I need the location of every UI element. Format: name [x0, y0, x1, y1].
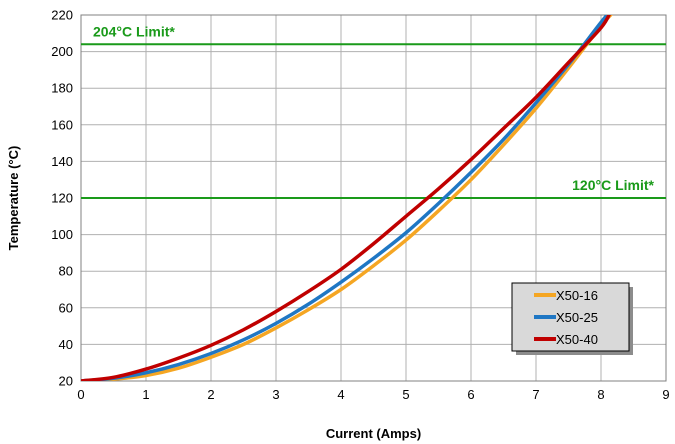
x-tick-label: 5 — [402, 387, 409, 402]
y-tick-label: 100 — [51, 227, 73, 242]
y-tick-label: 120 — [51, 191, 73, 206]
x-tick-label: 0 — [77, 387, 84, 402]
data-series — [81, 15, 613, 381]
x-tick-label: 3 — [272, 387, 279, 402]
y-axis-title: Temperature (°C) — [6, 146, 21, 251]
y-tick-label: 200 — [51, 44, 73, 59]
legend-entry-label: X50-40 — [556, 332, 598, 347]
legend-entry-label: X50-25 — [556, 310, 598, 325]
reference-lines: 204°C Limit* 120°C Limit* — [81, 23, 666, 199]
x-tick-label: 8 — [597, 387, 604, 402]
x-tick-label: 7 — [532, 387, 539, 402]
x-tick-label: 1 — [142, 387, 149, 402]
series-line-x50-25 — [81, 15, 610, 381]
y-tick-label: 180 — [51, 81, 73, 96]
series-line-x50-16 — [81, 15, 613, 381]
y-tick-label: 160 — [51, 117, 73, 132]
legend: X50-16 X50-25 X50-40 — [511, 282, 633, 355]
y-tick-label: 20 — [59, 374, 73, 389]
legend-entry-label: X50-16 — [556, 288, 598, 303]
y-tick-labels: 20 40 60 80 100 120 140 160 180 200 220 — [51, 8, 73, 389]
y-tick-label: 140 — [51, 154, 73, 169]
y-tick-label: 80 — [59, 264, 73, 279]
x-tick-labels: 0 1 2 3 4 5 6 7 8 9 — [77, 387, 669, 402]
y-tick-label: 220 — [51, 8, 73, 23]
limit-label: 204°C Limit* — [93, 23, 175, 39]
x-tick-label: 2 — [207, 387, 214, 402]
limit-label: 120°C Limit* — [572, 177, 654, 193]
x-tick-label: 4 — [337, 387, 344, 402]
y-tick-label: 40 — [59, 337, 73, 352]
x-axis-title: Current (Amps) — [326, 426, 421, 441]
series-line-x50-40 — [81, 15, 611, 381]
legend-box — [511, 282, 630, 352]
x-tick-label: 9 — [662, 387, 669, 402]
x-tick-label: 6 — [467, 387, 474, 402]
y-tick-label: 60 — [59, 300, 73, 315]
